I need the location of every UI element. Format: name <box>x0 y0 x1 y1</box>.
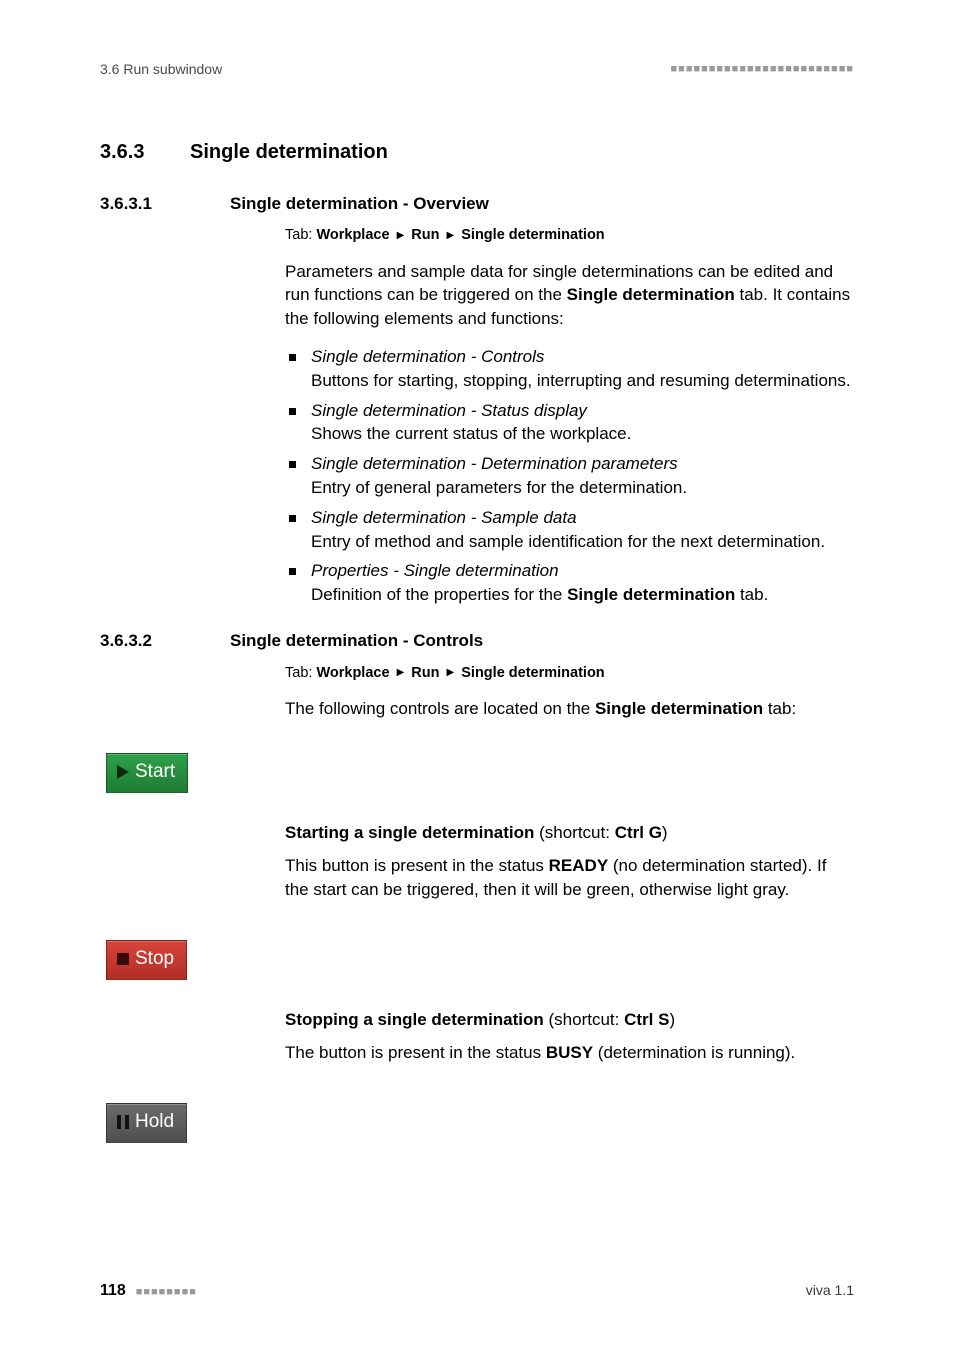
item-title: Properties - Single determination <box>311 561 559 580</box>
tab-label: Tab: <box>285 665 312 681</box>
chevron-right-icon: ▶ <box>394 230 408 241</box>
footer-squares: ■■■■■■■■ <box>136 1286 197 1298</box>
chevron-right-icon: ▶ <box>444 667 458 678</box>
item-desc: Entry of method and sample identificatio… <box>311 532 825 551</box>
start-heading: Starting a single determination (shortcu… <box>285 821 854 845</box>
text-bold: Ctrl G <box>615 823 662 842</box>
stop-button-illustration: Stop <box>100 922 854 1008</box>
footer-left: 118 ■■■■■■■■ <box>100 1280 197 1302</box>
crumb-run: Run <box>411 665 439 681</box>
start-control-desc: Starting a single determination (shortcu… <box>285 821 854 902</box>
page-footer: 118 ■■■■■■■■ viva 1.1 <box>100 1280 854 1302</box>
text: ) <box>669 1010 675 1029</box>
list-item: Single determination - Status display Sh… <box>285 399 854 447</box>
footer-version: viva 1.1 <box>806 1281 854 1301</box>
item-desc: Entry of general parameters for the dete… <box>311 478 687 497</box>
crumb-single-determination: Single determination <box>461 665 604 681</box>
start-button-illustration: Start <box>100 735 854 821</box>
start-description: This button is present in the status REA… <box>285 854 854 902</box>
chevron-right-icon: ▶ <box>394 667 408 678</box>
page-number: 118 <box>100 1282 126 1299</box>
page-header: 3.6 Run subwindow ■■■■■■■■■■■■■■■■■■■■■■… <box>100 60 854 80</box>
hold-button-label: Hold <box>135 1109 174 1136</box>
start-button[interactable]: Start <box>106 753 188 793</box>
text: tab. <box>735 585 768 604</box>
text-bold: Stopping a single determination <box>285 1010 544 1029</box>
text-bold: Starting a single determination <box>285 823 534 842</box>
text: (shortcut: <box>544 1010 624 1029</box>
document-page: 3.6 Run subwindow ■■■■■■■■■■■■■■■■■■■■■■… <box>0 0 954 1350</box>
text: ) <box>662 823 668 842</box>
stop-control-desc: Stopping a single determination (shortcu… <box>285 1008 854 1066</box>
subsection-number: 3.6.3.2 <box>100 629 230 653</box>
subsection-heading-controls: 3.6.3.2 Single determination - Controls <box>100 629 854 653</box>
list-item: Single determination - Determination par… <box>285 452 854 500</box>
chevron-right-icon: ▶ <box>444 230 458 241</box>
item-desc: Buttons for starting, stopping, interrup… <box>311 371 851 390</box>
subsection-heading-overview: 3.6.3.1 Single determination - Overview <box>100 192 854 216</box>
item-title: Single determination - Determination par… <box>311 454 678 473</box>
text-bold: Single determination <box>595 699 763 718</box>
overview-paragraph: Parameters and sample data for single de… <box>285 260 854 331</box>
header-left: 3.6 Run subwindow <box>100 60 222 80</box>
start-button-label: Start <box>135 759 175 786</box>
section-heading: 3.6.3 Single determination <box>100 138 854 166</box>
text: (shortcut: <box>534 823 614 842</box>
crumb-workplace: Workplace <box>316 227 389 243</box>
item-title: Single determination - Sample data <box>311 508 577 527</box>
stop-button-label: Stop <box>135 946 174 973</box>
crumb-run: Run <box>411 227 439 243</box>
subsection-title: Single determination - Overview <box>230 192 489 216</box>
item-desc: Definition of the properties for the Sin… <box>311 585 768 604</box>
text-bold: Single determination <box>567 585 735 604</box>
list-item: Properties - Single determination Defini… <box>285 559 854 607</box>
text: The button is present in the status <box>285 1043 546 1062</box>
hold-button-illustration: Hold <box>100 1085 854 1171</box>
list-item: Single determination - Sample data Entry… <box>285 506 854 554</box>
text-bold: READY <box>549 856 609 875</box>
section-title: Single determination <box>190 138 388 166</box>
breadcrumb: Tab: Workplace ▶ Run ▶ Single determinat… <box>285 663 854 683</box>
breadcrumb: Tab: Workplace ▶ Run ▶ Single determinat… <box>285 225 854 245</box>
text: This button is present in the status <box>285 856 549 875</box>
subsection-title: Single determination - Controls <box>230 629 483 653</box>
header-squares: ■■■■■■■■■■■■■■■■■■■■■■■■ <box>671 62 854 77</box>
hold-button[interactable]: Hold <box>106 1103 187 1143</box>
crumb-single-determination: Single determination <box>461 227 604 243</box>
stop-icon <box>117 953 129 965</box>
section-number: 3.6.3 <box>100 138 190 166</box>
overview-body: Tab: Workplace ▶ Run ▶ Single determinat… <box>285 225 854 607</box>
stop-heading: Stopping a single determination (shortcu… <box>285 1008 854 1032</box>
item-desc: Shows the current status of the workplac… <box>311 424 631 443</box>
subsection-number: 3.6.3.1 <box>100 192 230 216</box>
text: (determination is running). <box>593 1043 795 1062</box>
overview-bullet-list: Single determination - Controls Buttons … <box>285 345 854 607</box>
pause-icon <box>117 1115 129 1129</box>
text: Definition of the properties for the <box>311 585 567 604</box>
play-icon <box>117 765 129 779</box>
item-title: Single determination - Controls <box>311 347 544 366</box>
text-bold: BUSY <box>546 1043 593 1062</box>
crumb-workplace: Workplace <box>316 665 389 681</box>
stop-button[interactable]: Stop <box>106 940 187 980</box>
text: The following controls are located on th… <box>285 699 595 718</box>
text-bold: Single determination <box>567 285 735 304</box>
controls-body: Tab: Workplace ▶ Run ▶ Single determinat… <box>285 663 854 721</box>
item-title: Single determination - Status display <box>311 401 587 420</box>
text-bold: Ctrl S <box>624 1010 669 1029</box>
list-item: Single determination - Controls Buttons … <box>285 345 854 393</box>
controls-paragraph: The following controls are located on th… <box>285 697 854 721</box>
text: tab: <box>763 699 796 718</box>
tab-label: Tab: <box>285 227 312 243</box>
stop-description: The button is present in the status BUSY… <box>285 1041 854 1065</box>
